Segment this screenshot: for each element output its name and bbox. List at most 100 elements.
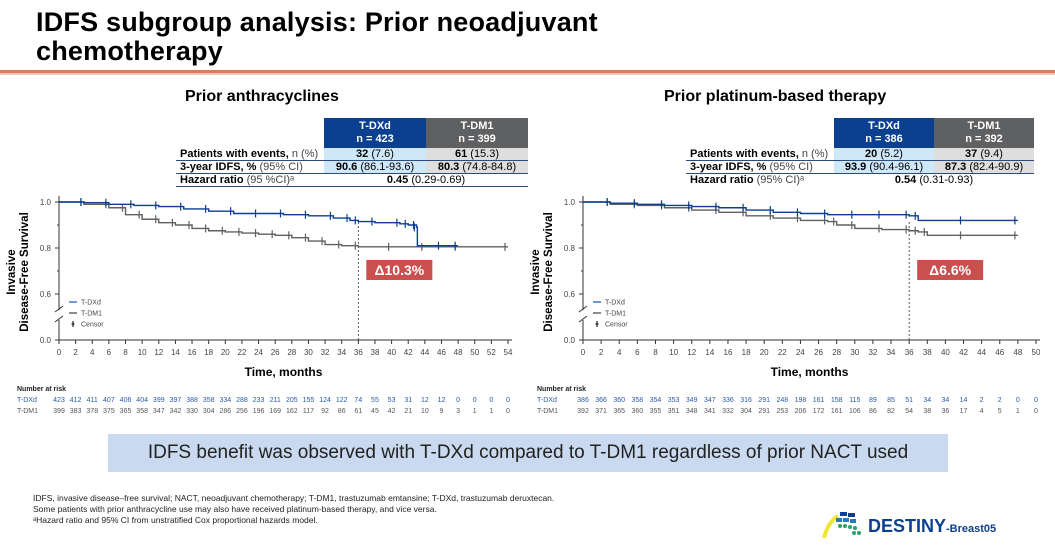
footnote: ᵃHazard ratio and 95% CI from unstratifi… bbox=[33, 515, 318, 525]
risk-value-tdxd: 85 bbox=[887, 397, 895, 404]
x-tick-label: 10 bbox=[669, 348, 678, 357]
x-tick-label: 18 bbox=[742, 348, 751, 357]
x-tick-label: 14 bbox=[171, 348, 180, 357]
risk-value-tdxd: 51 bbox=[905, 397, 914, 404]
x-tick-label: 18 bbox=[204, 348, 213, 357]
delta-badge bbox=[917, 260, 984, 280]
risk-value-tdm1: 10 bbox=[420, 408, 429, 415]
risk-value-tdxd: 31 bbox=[404, 397, 413, 404]
risk-row-label-tdxd: T-DXd bbox=[537, 397, 557, 404]
x-tick-label: 14 bbox=[705, 348, 714, 357]
x-tick-label: 24 bbox=[254, 348, 263, 357]
risk-value-tdxd: 2 bbox=[979, 397, 984, 404]
risk-value-tdm1: 169 bbox=[269, 408, 282, 415]
risk-value-tdxd: 211 bbox=[269, 397, 281, 404]
delta-badge-label: Δ10.3% bbox=[374, 262, 424, 278]
x-tick-label: 20 bbox=[760, 348, 769, 357]
x-tick-label: 38 bbox=[923, 348, 932, 357]
risk-value-tdm1: 17 bbox=[959, 408, 968, 415]
risk-value-tdxd: 34 bbox=[941, 397, 950, 404]
risk-value-tdxd: 2 bbox=[997, 397, 1002, 404]
axis-break-mark bbox=[54, 315, 64, 323]
y-axis-label: InvasiveDisease-Free Survival bbox=[6, 212, 31, 332]
y-tick-label: 0.0 bbox=[564, 336, 576, 345]
x-tick-label: 0 bbox=[581, 348, 586, 357]
x-tick-label: 54 bbox=[504, 348, 513, 357]
risk-value-tdxd: 354 bbox=[649, 397, 662, 404]
risk-table-header: Number at risk bbox=[537, 386, 587, 393]
risk-value-tdxd: 14 bbox=[959, 397, 968, 404]
risk-value-tdm1: 330 bbox=[186, 408, 198, 415]
risk-value-tdxd: 0 bbox=[472, 397, 477, 404]
risk-row-label-tdm1: T-DM1 bbox=[537, 408, 558, 415]
risk-value-tdxd: 34 bbox=[923, 397, 932, 404]
x-tick-label: 12 bbox=[687, 348, 696, 357]
risk-value-tdm1: 360 bbox=[631, 408, 644, 415]
risk-value-tdm1: 196 bbox=[252, 408, 265, 415]
risk-value-tdm1: 45 bbox=[371, 408, 379, 415]
risk-value-tdxd: 115 bbox=[849, 397, 861, 404]
footnote: IDFS, invasive disease–free survival; NA… bbox=[33, 493, 555, 503]
x-axis-label: Time, months bbox=[771, 365, 849, 379]
title-line-2: chemotherapy bbox=[36, 36, 223, 66]
risk-table-anthracyclines: Number at risk T-DXd T-DM1 423 412 411 407 406 4… bbox=[17, 386, 527, 426]
row-hazard-ratio: Hazard ratio (95% CI)ᵃ 0.54 (0.31-0.93) bbox=[690, 174, 974, 186]
risk-value-tdxd: 0 bbox=[506, 397, 510, 404]
x-tick-label: 0 bbox=[57, 348, 62, 357]
legend-label-tdxd: T-DXd bbox=[605, 300, 625, 307]
x-tick-label: 42 bbox=[959, 348, 968, 357]
y-tick-label: 0.6 bbox=[564, 290, 576, 299]
risk-value-tdm1: 347 bbox=[152, 408, 165, 415]
km-curve-t-dxd bbox=[59, 201, 459, 247]
risk-value-tdm1: 1 bbox=[489, 408, 494, 415]
risk-value-tdm1: 86 bbox=[337, 408, 346, 415]
km-curve-t-dm1 bbox=[583, 201, 1018, 237]
risk-value-tdm1: 291 bbox=[758, 408, 771, 415]
risk-value-tdxd: 366 bbox=[595, 397, 607, 404]
x-tick-label: 52 bbox=[487, 348, 496, 357]
x-tick-label: 24 bbox=[796, 348, 805, 357]
risk-value-tdm1: 161 bbox=[830, 408, 843, 415]
x-tick-label: 46 bbox=[995, 348, 1004, 357]
x-tick-label: 44 bbox=[977, 348, 986, 357]
x-tick-label: 22 bbox=[237, 348, 246, 357]
risk-value-tdm1: 1 bbox=[472, 408, 477, 415]
risk-value-tdxd: 386 bbox=[577, 397, 589, 404]
risk-value-tdxd: 353 bbox=[667, 397, 680, 404]
risk-value-tdxd: 388 bbox=[186, 397, 198, 404]
risk-value-tdm1: 256 bbox=[236, 408, 248, 415]
risk-row-label-tdm1: T-DM1 bbox=[17, 408, 38, 415]
risk-value-tdm1: 106 bbox=[848, 408, 861, 415]
panel-title-anthracyclines: Prior anthracyclines bbox=[185, 88, 339, 105]
risk-value-tdxd: 397 bbox=[169, 397, 182, 404]
risk-value-tdm1: 351 bbox=[667, 408, 680, 415]
x-tick-label: 32 bbox=[868, 348, 877, 357]
risk-value-tdm1: 21 bbox=[404, 408, 413, 415]
risk-value-tdm1: 371 bbox=[595, 408, 607, 415]
risk-value-tdxd: 12 bbox=[437, 397, 446, 404]
row-events: Patients with events, n (%) 20 (5.2) 37 … bbox=[686, 148, 1034, 161]
x-tick-label: 20 bbox=[221, 348, 230, 357]
risk-value-tdxd: 316 bbox=[740, 397, 752, 404]
risk-value-tdm1: 0 bbox=[506, 408, 510, 415]
risk-value-tdxd: 358 bbox=[202, 397, 215, 404]
title-divider-shadow bbox=[0, 73, 1055, 75]
title-line-1: IDFS subgroup analysis: Prior neoadjuvan… bbox=[36, 7, 598, 37]
col-header-tdxd: T-DXd n = 423 bbox=[324, 118, 426, 148]
risk-value-tdm1: 286 bbox=[219, 408, 232, 415]
y-tick-label: 0.8 bbox=[564, 244, 576, 253]
risk-value-tdxd: 155 bbox=[302, 397, 315, 404]
risk-value-tdm1: 86 bbox=[869, 408, 877, 415]
x-tick-label: 36 bbox=[354, 348, 363, 357]
risk-value-tdxd: 360 bbox=[613, 397, 626, 404]
risk-value-tdxd: 0 bbox=[489, 397, 494, 404]
x-tick-label: 8 bbox=[653, 348, 658, 357]
risk-value-tdm1: 162 bbox=[285, 408, 298, 415]
risk-value-tdm1: 332 bbox=[722, 408, 734, 415]
x-tick-label: 2 bbox=[599, 348, 604, 357]
risk-value-tdxd: 233 bbox=[252, 397, 265, 404]
x-tick-label: 32 bbox=[321, 348, 330, 357]
x-tick-label: 42 bbox=[404, 348, 413, 357]
km-curve-t-dm1 bbox=[59, 201, 508, 248]
risk-value-tdm1: 82 bbox=[887, 408, 895, 415]
